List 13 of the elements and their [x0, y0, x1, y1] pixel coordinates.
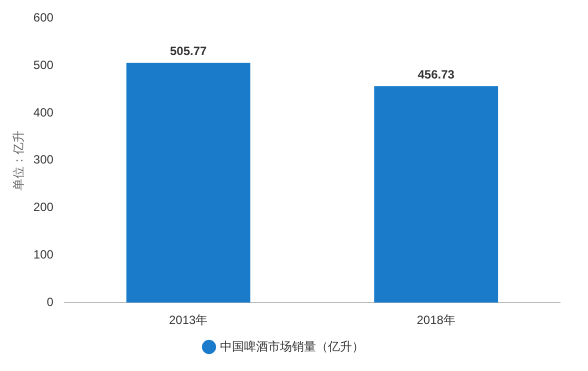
y-tick-label: 300 [33, 152, 54, 167]
y-tick-label: 600 [33, 10, 54, 25]
y-axis-title: 单位：亿升 [12, 130, 26, 190]
x-tick-label: 2013年 [168, 313, 208, 328]
x-tick-label: 2018年 [416, 313, 456, 328]
y-tick-label: 400 [33, 105, 54, 120]
data-label: 456.73 [418, 67, 455, 82]
data-label: 505.77 [170, 44, 207, 58]
y-tick-label: 0 [46, 294, 54, 309]
y-tick-label: 100 [33, 248, 54, 262]
legend-label: 中国啤酒市场销量（亿升） [220, 339, 364, 354]
y-tick-label: 500 [33, 58, 54, 72]
y-tick-label: 200 [33, 200, 54, 214]
